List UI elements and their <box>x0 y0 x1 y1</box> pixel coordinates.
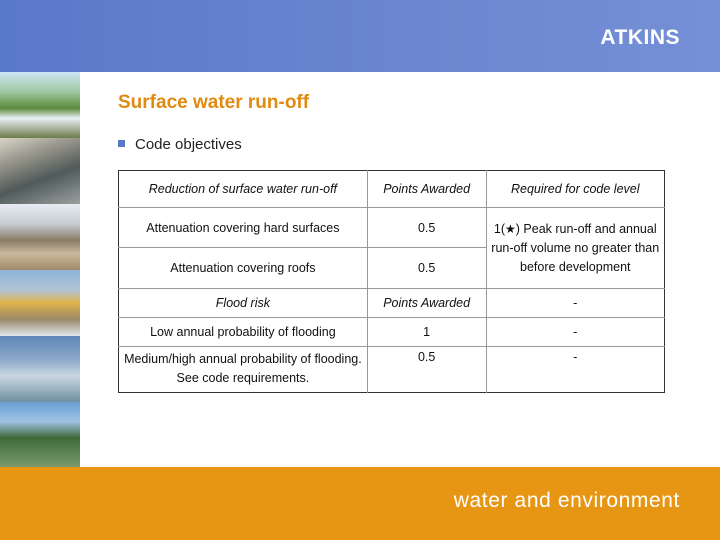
points-cell: 0.5 <box>366 207 486 248</box>
bridge-photo <box>0 336 80 402</box>
header-cell: Required for code level <box>485 170 665 208</box>
header-band: ATKINS <box>0 0 720 72</box>
bullet-item: Code objectives <box>118 136 242 153</box>
points-cell: 0.5 <box>366 247 486 289</box>
photo-strip <box>0 72 80 467</box>
treatment-plant-photo <box>0 138 80 204</box>
slide-title: Surface water run-off <box>118 92 310 113</box>
requirement-text: ) Peak run-off and annual run-off volume… <box>491 221 660 274</box>
item-cell: Attenuation covering roofs <box>118 247 368 289</box>
table-row: Attenuation covering roofs 0.5 <box>118 247 665 289</box>
requirement-prefix: 1( <box>493 221 505 236</box>
star-icon: ★ <box>505 221 516 236</box>
footer-band: water and environment <box>0 467 720 540</box>
header-cell: Flood risk <box>118 288 368 318</box>
points-cell: 1 <box>366 317 486 347</box>
table-row: Low annual probability of flooding 1 - <box>118 317 665 347</box>
item-cell: Low annual probability of flooding <box>118 317 368 347</box>
item-cell: Medium/high annual probability of floodi… <box>118 346 368 393</box>
table-row: Attenuation covering hard surfaces 0.5 1… <box>118 207 665 289</box>
code-objectives-table: Reduction of surface water run-off Point… <box>118 170 665 393</box>
header-cell: Points Awarded <box>366 170 486 208</box>
points-cell: 0.5 <box>366 346 486 393</box>
table-header-row: Flood risk Points Awarded - <box>118 288 665 318</box>
square-bullet-icon <box>118 139 125 147</box>
shoreline-birds-photo <box>0 204 80 270</box>
bullet-text: Code objectives <box>135 136 242 153</box>
footer-tagline: water and environment <box>453 489 680 512</box>
table-header-row: Reduction of surface water run-off Point… <box>119 170 665 208</box>
atkins-logo: ATKINS <box>600 26 680 49</box>
table-row: Medium/high annual probability of floodi… <box>118 346 665 393</box>
required-cell: - <box>485 317 665 347</box>
required-cell: - <box>485 346 665 393</box>
requirement-cell: 1(★) Peak run-off and annual run-off vol… <box>485 207 665 289</box>
header-cell: Points Awarded <box>366 288 486 318</box>
waterfall-photo <box>0 72 80 138</box>
header-cell: - <box>485 288 665 318</box>
item-cell: Attenuation covering hard surfaces <box>118 207 368 248</box>
flood-barrier-photo <box>0 270 80 336</box>
palm-trees-photo <box>0 402 80 467</box>
header-cell: Reduction of surface water run-off <box>148 182 338 196</box>
